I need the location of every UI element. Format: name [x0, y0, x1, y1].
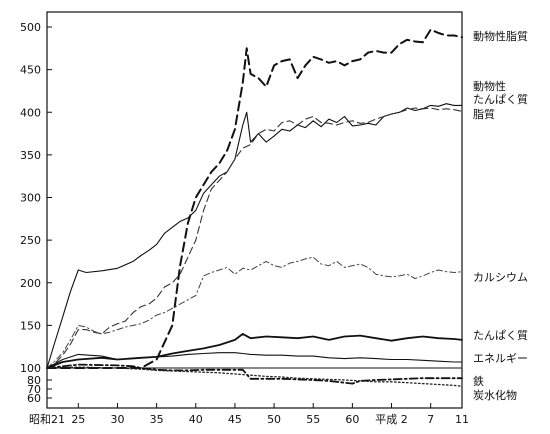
series-label-0: 動物性脂質 — [473, 29, 528, 43]
series-line-5 — [46, 352, 463, 369]
y-tick-label: 500 — [20, 21, 41, 34]
x-tick-label: 45 — [228, 413, 242, 426]
x-tick-label: 平成 2 — [375, 413, 408, 426]
series-label-3: カルシウム — [473, 271, 528, 284]
series-label-1-line1: たんぱく質 — [473, 92, 528, 106]
series-layer — [46, 28, 463, 387]
x-tick-label: 30 — [110, 413, 124, 426]
x-tick-label: 35 — [150, 413, 164, 426]
y-tick-label: 100 — [20, 362, 41, 375]
series-label-4: たんぱく質 — [473, 328, 528, 342]
x-tick-label: 11 — [455, 413, 469, 426]
x-tick-label: 60 — [345, 413, 359, 426]
x-tick-label: 40 — [189, 413, 203, 426]
series-label-7: 炭水化物 — [473, 388, 517, 402]
x-tick-label: 7 — [427, 413, 434, 426]
y-tick-label: 400 — [20, 106, 41, 119]
x-tick-label: 昭和21 — [29, 413, 65, 426]
series-line-2 — [46, 107, 463, 369]
series-line-0 — [46, 28, 463, 369]
series-line-3 — [46, 256, 463, 369]
y-tick-label: 250 — [20, 234, 41, 247]
series-label-1: 動物性 — [473, 79, 506, 93]
series-line-6 — [46, 363, 463, 385]
plot-frame — [46, 11, 463, 409]
y-tick-label: 60 — [27, 392, 41, 405]
y-tick-label: 350 — [20, 149, 41, 162]
series-label-2: 脂質 — [473, 107, 495, 121]
x-tick-label: 55 — [306, 413, 320, 426]
y-tick-label: 200 — [20, 277, 41, 290]
series-line-4 — [46, 333, 463, 369]
series-line-1 — [46, 103, 463, 369]
y-tick-label: 450 — [20, 64, 41, 77]
series-label-5: エネルギー — [473, 352, 528, 365]
x-tick-label: 50 — [267, 413, 281, 426]
y-tick-label: 300 — [20, 192, 41, 205]
y-tick-label: 70 — [27, 383, 41, 396]
x-tick-label: 25 — [71, 413, 85, 426]
series-line-7 — [46, 366, 463, 387]
y-tick-label: 150 — [20, 319, 41, 332]
y-tick-label: 80 — [27, 374, 41, 387]
series-label-6: 鉄 — [473, 374, 484, 388]
